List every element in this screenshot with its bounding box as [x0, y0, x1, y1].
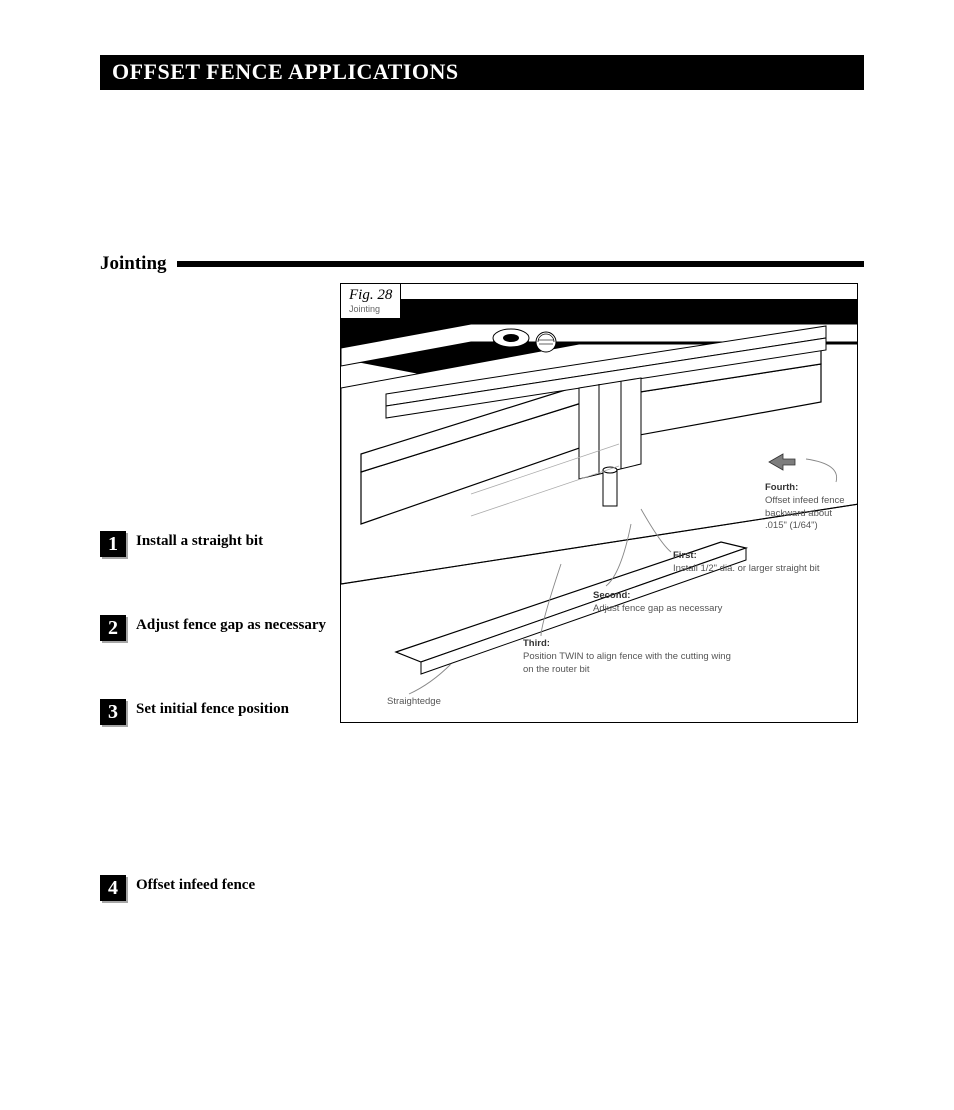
step-number: 4: [100, 875, 126, 901]
callout-third: Third: Position TWIN to align fence with…: [523, 638, 733, 676]
step-number: 1: [100, 531, 126, 557]
section-title: Jointing: [100, 253, 167, 275]
figure-label: Fig. 28 Jointing: [341, 284, 401, 319]
steps-column: 1 Install a straight bit 2 Adjust fence …: [100, 283, 330, 959]
header-title: OFFSET FENCE APPLICATIONS: [112, 59, 459, 84]
figure-caption: Jointing: [349, 304, 392, 314]
figure-number: Fig. 28: [349, 287, 392, 304]
section-title-row: Jointing: [100, 253, 864, 275]
callout-text: Offset infeed fence backward about .015"…: [765, 495, 845, 532]
step-text: Install a straight bit: [136, 531, 263, 550]
callout-label: Second:: [593, 590, 630, 601]
callout-text: Adjust fence gap as necessary: [593, 603, 722, 614]
callout-text: Straightedge: [387, 696, 441, 707]
step-text: Set initial fence position: [136, 699, 289, 718]
figure-column: Fig. 28 Jointing: [340, 283, 864, 959]
callout-label: First:: [673, 550, 697, 561]
content-row: 1 Install a straight bit 2 Adjust fence …: [100, 283, 864, 959]
callout-straightedge: Straightedge: [387, 696, 441, 709]
callout-label: Third:: [523, 638, 550, 649]
callout-first: First: Install 1/2" dia. or larger strai…: [673, 550, 853, 576]
step-4: 4 Offset infeed fence: [100, 875, 330, 901]
step-1: 1 Install a straight bit: [100, 531, 330, 557]
callout-second: Second: Adjust fence gap as necessary: [593, 590, 793, 616]
section-rule: [177, 261, 864, 267]
callout-text: Install 1/2" dia. or larger straight bit: [673, 563, 819, 574]
step-number: 2: [100, 615, 126, 641]
step-number: 3: [100, 699, 126, 725]
step-text: Offset infeed fence: [136, 875, 255, 894]
callout-label: Fourth:: [765, 482, 798, 493]
header-bar: OFFSET FENCE APPLICATIONS: [100, 55, 864, 90]
callout-text: Position TWIN to align fence with the cu…: [523, 651, 731, 675]
page: OFFSET FENCE APPLICATIONS Jointing 1 Ins…: [0, 0, 954, 999]
callout-fourth: Fourth: Offset infeed fence backward abo…: [765, 482, 855, 533]
step-text: Adjust fence gap as necessary: [136, 615, 326, 634]
figure-box: Fig. 28 Jointing: [340, 283, 858, 723]
step-3: 3 Set initial fence position: [100, 699, 330, 725]
step-2: 2 Adjust fence gap as necessary: [100, 615, 330, 641]
